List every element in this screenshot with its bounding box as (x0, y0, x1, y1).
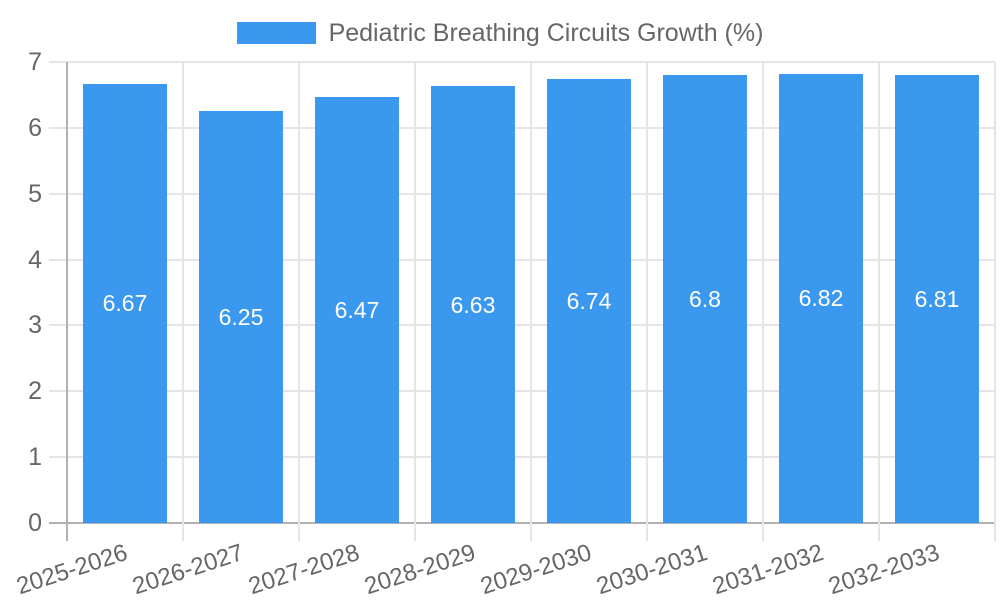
x-axis-tick (66, 523, 68, 541)
bar-value-label: 6.25 (218, 304, 264, 331)
y-tick-label: 0 (28, 509, 42, 537)
x-axis-tick (530, 523, 532, 541)
y-tick-label: 2 (28, 377, 42, 406)
x-axis-tick (878, 523, 880, 541)
x-gridline (994, 62, 996, 523)
x-tick-label: 2031-2032 (709, 539, 828, 600)
legend-label: Pediatric Breathing Circuits Growth (%) (328, 19, 764, 47)
bar-value-label: 6.82 (798, 285, 844, 312)
x-tick-label: 2027-2028 (245, 539, 364, 600)
x-gridline (530, 62, 532, 523)
x-gridline (182, 62, 184, 523)
x-tick-label: 2032-2033 (825, 539, 944, 600)
bar-value-label: 6.8 (689, 286, 721, 313)
x-tick-label: 2030-2031 (593, 539, 712, 600)
legend-item[interactable]: Pediatric Breathing Circuits Growth (%) (0, 20, 1000, 46)
y-tick-label: 6 (28, 113, 42, 142)
y-axis-tick (49, 258, 67, 261)
bar[interactable] (431, 86, 515, 523)
x-gridline (414, 62, 416, 523)
x-gridline (298, 62, 300, 523)
x-tick-label: 2025-2026 (13, 539, 132, 600)
y-tick-label: 1 (28, 443, 42, 472)
y-tick-label: 5 (28, 179, 42, 208)
bar[interactable] (199, 111, 283, 523)
bar-value-label: 6.67 (102, 290, 148, 317)
y-axis-tick (49, 390, 67, 393)
y-axis-tick (49, 456, 67, 459)
legend-swatch (236, 22, 316, 44)
y-tick-label: 7 (28, 48, 42, 76)
x-axis-tick (762, 523, 764, 541)
bar-value-label: 6.63 (450, 291, 496, 318)
x-gridline (878, 62, 880, 523)
y-tick-label: 4 (28, 245, 42, 274)
x-gridline (646, 62, 648, 523)
x-gridline (762, 62, 764, 523)
bar[interactable] (83, 83, 167, 523)
bar[interactable] (315, 96, 399, 523)
x-tick-label: 2029-2030 (477, 539, 596, 600)
x-axis-tick (646, 523, 648, 541)
bar-value-label: 6.74 (566, 288, 612, 315)
x-axis-tick (298, 523, 300, 541)
y-axis-tick (49, 522, 67, 524)
bar[interactable] (547, 79, 631, 523)
x-tick-label: 2028-2029 (361, 539, 480, 600)
y-axis-tick (49, 126, 67, 129)
x-gridline (66, 62, 68, 523)
x-axis-tick (994, 523, 996, 541)
x-tick-label: 2026-2027 (129, 539, 248, 600)
y-axis-tick (49, 324, 67, 327)
bar[interactable] (663, 75, 747, 523)
bar[interactable] (779, 73, 863, 523)
y-axis-tick (49, 192, 67, 195)
x-axis-tick (414, 523, 416, 541)
x-axis-tick (182, 523, 184, 541)
y-tick-label: 3 (28, 311, 42, 340)
y-axis-tick (49, 61, 67, 63)
bar[interactable] (895, 74, 979, 523)
bar-value-label: 6.47 (334, 296, 380, 323)
bar-value-label: 6.81 (914, 285, 960, 312)
